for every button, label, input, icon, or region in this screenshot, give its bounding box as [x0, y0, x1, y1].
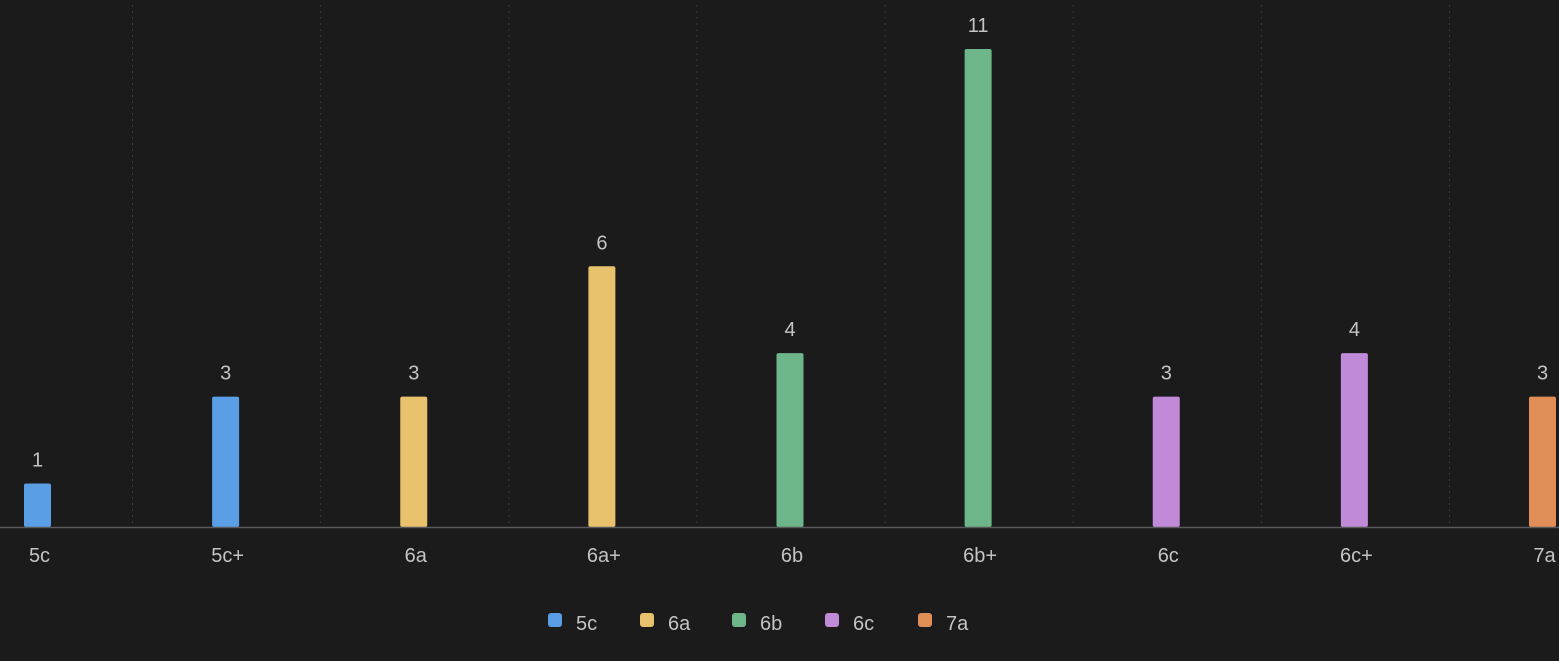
legend-label-6c[interactable]: 6c: [853, 613, 874, 635]
x-tick-label: 6c+: [1340, 545, 1373, 567]
value-label-5c: 1: [32, 450, 43, 472]
value-label-6a: 3: [408, 363, 419, 385]
legend-label-5c[interactable]: 5c: [576, 613, 597, 635]
bar-6a[interactable]: [400, 396, 428, 527]
x-tick-label: 6b+: [963, 545, 997, 567]
legend-swatch-6c[interactable]: [825, 613, 839, 627]
value-labels: 1 3 3 6 4 11 3 4 3: [32, 15, 1548, 472]
x-tick-labels: 5c 5c+ 6a 6a+ 6b 6b+ 6c 6c+ 7a: [29, 545, 1557, 567]
legend: 5c 6a 6b 6c 7a: [548, 613, 969, 635]
x-tick-label: 6c: [1158, 545, 1179, 567]
value-label-6b: 4: [784, 319, 795, 341]
legend-label-6b[interactable]: 6b: [760, 613, 782, 635]
x-tick-label: 5c+: [211, 545, 244, 567]
legend-swatch-5c[interactable]: [548, 613, 562, 627]
legend-swatch-6a[interactable]: [640, 613, 654, 627]
x-tick-label: 6a+: [587, 545, 621, 567]
value-label-7a: 3: [1537, 363, 1548, 385]
bar-6c[interactable]: [1152, 396, 1180, 527]
legend-swatch-6b[interactable]: [732, 613, 746, 627]
legend-label-6a[interactable]: 6a: [668, 613, 691, 635]
value-label-6a+: 6: [596, 232, 607, 254]
value-label-6b+: 11: [968, 15, 989, 37]
legend-label-7a[interactable]: 7a: [946, 613, 969, 635]
bar-5c[interactable]: [24, 483, 51, 527]
value-label-6c+: 4: [1349, 319, 1360, 341]
value-label-6c: 3: [1161, 363, 1172, 385]
x-tick-label: 7a: [1533, 545, 1556, 567]
bar-6b[interactable]: [776, 353, 804, 527]
value-label-5c+: 3: [220, 363, 231, 385]
bar-5c+[interactable]: [212, 396, 240, 527]
x-tick-label: 6b: [781, 545, 803, 567]
bar-7a[interactable]: [1529, 396, 1556, 527]
legend-swatch-7a[interactable]: [918, 613, 932, 627]
bars: [24, 49, 1556, 527]
x-tick-label: 5c: [29, 545, 50, 567]
bar-6a+[interactable]: [588, 266, 616, 527]
bar-6b+[interactable]: [964, 49, 992, 527]
x-tick-label: 6a: [405, 545, 428, 567]
bar-6c+[interactable]: [1340, 353, 1368, 527]
